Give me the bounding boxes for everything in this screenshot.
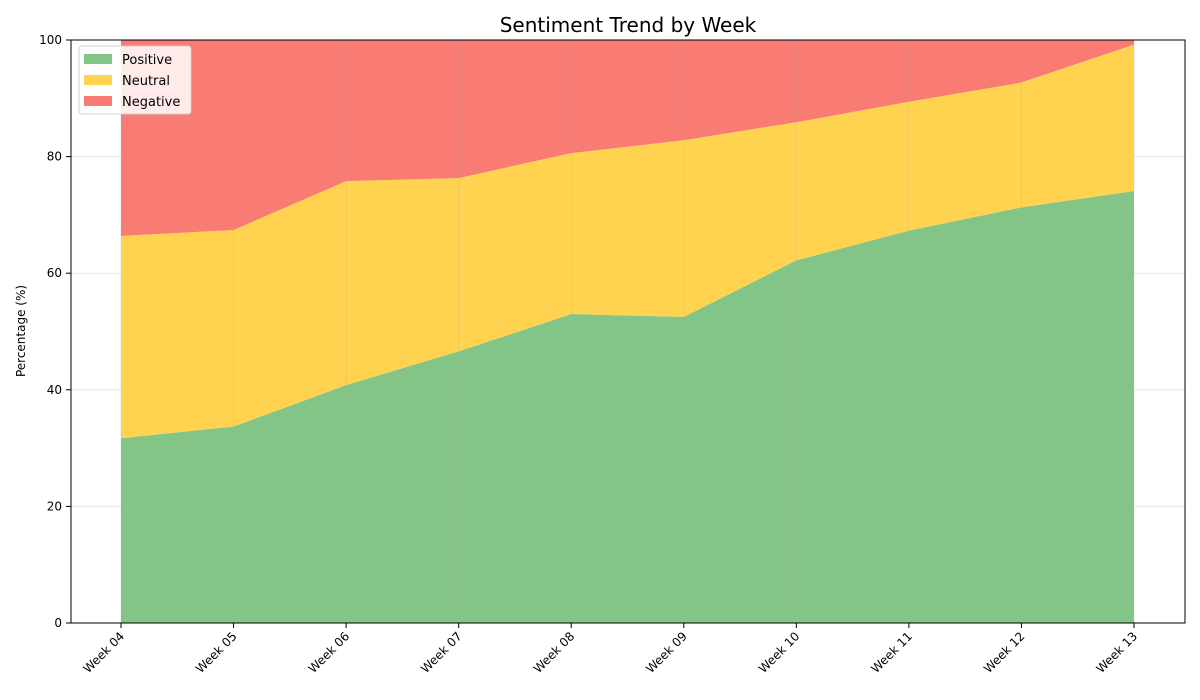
x-tick-label: Week 09 <box>643 629 690 676</box>
legend-swatch-neutral <box>84 75 112 85</box>
area-positive <box>121 190 1134 623</box>
legend: Positive Neutral Negative <box>78 45 192 115</box>
y-axis-label: Percentage (%) <box>14 285 28 377</box>
areas <box>121 40 1134 623</box>
legend-swatch-positive <box>84 54 112 64</box>
x-tick-label: Week 13 <box>1093 629 1140 676</box>
y-tick-label: 0 <box>54 616 62 630</box>
y-axis: 0 20 40 60 80 100 <box>39 33 71 630</box>
x-tick-label: Week 11 <box>868 629 915 676</box>
chart-title: Sentiment Trend by Week <box>500 13 757 37</box>
x-tick-label: Week 07 <box>418 629 465 676</box>
x-tick-label: Week 12 <box>981 629 1028 676</box>
y-tick-label: 100 <box>39 33 62 47</box>
legend-label-positive: Positive <box>122 53 172 68</box>
legend-label-neutral: Neutral <box>122 74 170 89</box>
y-tick-label: 40 <box>47 383 62 397</box>
x-tick-label: Week 05 <box>193 629 240 676</box>
x-tick-label: Week 04 <box>80 629 127 676</box>
x-tick-label: Week 06 <box>306 629 353 676</box>
legend-swatch-negative <box>84 96 112 106</box>
area-negative <box>121 40 1134 236</box>
y-tick-label: 80 <box>47 150 62 164</box>
x-tick-label: Week 10 <box>756 629 803 676</box>
y-tick-label: 60 <box>47 266 62 280</box>
area-neutral <box>121 44 1134 439</box>
plot-frame <box>70 39 1186 624</box>
y-tick-label: 20 <box>47 499 62 513</box>
x-axis: Week 04 Week 05 Week 06 Week 07 Week 08 Week … <box>80 623 1140 676</box>
x-tick-label: Week 08 <box>531 629 578 676</box>
legend-label-negative: Negative <box>122 95 180 110</box>
